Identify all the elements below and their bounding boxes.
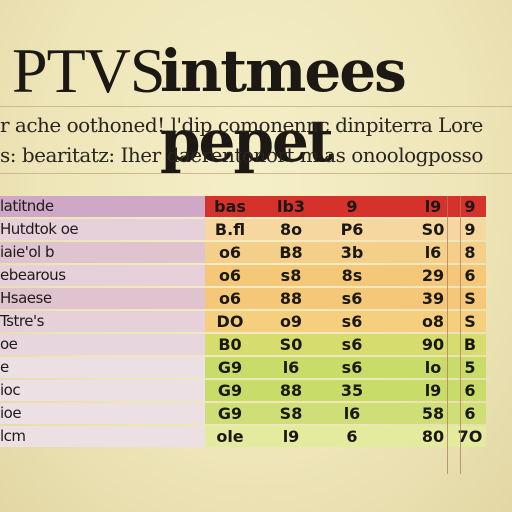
table-cell: s6 (341, 335, 363, 354)
table-cell: 58 (421, 404, 445, 423)
table-cell: S (464, 312, 476, 331)
table-cell: 8s (341, 266, 363, 285)
table-row: ioe G9 S8 l6 58 6 (0, 403, 486, 426)
table-cell: bas (214, 197, 246, 216)
row-label: Hsaese (0, 288, 205, 309)
table-header-row: latitnde bas lb3 9 l9 9 (0, 196, 486, 219)
table-row: Tstre's DO o9 s6 o8 S (0, 311, 486, 334)
table-cell: s8 (280, 266, 302, 285)
row-cells: DO o9 s6 o8 S (205, 311, 486, 332)
table-row: oe B0 S0 s6 90 B (0, 334, 486, 357)
table-cell: P6 (340, 220, 364, 239)
subtitle-line-2: s: bearitatz: Iher daerentonort m as ono… (0, 143, 483, 167)
table-cell: B.fl (214, 220, 246, 239)
table-cell: G9 (217, 404, 243, 423)
table-cell: G9 (217, 381, 243, 400)
table-cell: o9 (279, 312, 303, 331)
title-right: intmees pepet (160, 37, 407, 175)
column-divider (460, 196, 461, 474)
column-divider (447, 196, 448, 474)
table-row: lcm ole l9 6 80 7O (0, 426, 486, 449)
table-cell: 5 (464, 358, 476, 377)
table-cell: 9 (464, 220, 476, 239)
row-label: Hutdtok oe (0, 219, 205, 240)
table-cell: o6 (218, 289, 242, 308)
row-label: latitnde (0, 196, 205, 217)
table-cell: 88 (279, 289, 303, 308)
table-cell: B0 (218, 335, 242, 354)
row-cells: B0 S0 s6 90 B (205, 334, 486, 355)
table-cell: 6 (464, 266, 476, 285)
table-cell: l9 (282, 427, 300, 446)
table-row: iaie'ol b o6 B8 3b l6 8 (0, 242, 486, 265)
table-cell: G9 (217, 358, 243, 377)
table-cell: 9 (346, 197, 358, 216)
row-label: ioe (0, 403, 205, 424)
table-cell: l9 (424, 381, 442, 400)
table-cell: o8 (421, 312, 445, 331)
table-cell: 8o (279, 220, 303, 239)
row-cells: bas lb3 9 l9 9 (205, 196, 486, 217)
row-cells: G9 S8 l6 58 6 (205, 403, 486, 424)
data-table: latitnde bas lb3 9 l9 9 Hutdtok oe B.fl 8o P6 S0 9 i… (0, 196, 486, 449)
table-cell: 6 (464, 404, 476, 423)
table-row: Hutdtok oe B.fl 8o P6 S0 9 (0, 219, 486, 242)
divider-bottom (0, 173, 512, 174)
row-cells: G9 l6 s6 lo 5 (205, 357, 486, 378)
row-cells: ole l9 6 80 7O (205, 426, 486, 447)
table-cell: S (464, 289, 476, 308)
table-cell: ole (216, 427, 244, 446)
table-cell: 39 (421, 289, 445, 308)
table-cell: S0 (421, 220, 445, 239)
table-cell: 7O (457, 427, 483, 446)
title: PTVS intmees pepet (0, 35, 512, 176)
table-cell: S0 (279, 335, 303, 354)
table-cell: B8 (279, 243, 303, 262)
row-label: oe (0, 334, 205, 355)
table-row: ebearous o6 s8 8s 29 6 (0, 265, 486, 288)
row-label: lcm (0, 426, 205, 447)
row-cells: o6 88 s6 39 S (205, 288, 486, 309)
row-cells: o6 B8 3b l6 8 (205, 242, 486, 263)
table-cell: 29 (421, 266, 445, 285)
table-cell: o6 (218, 266, 242, 285)
row-label: ebearous (0, 265, 205, 286)
table-cell: l6 (424, 243, 442, 262)
table-row: e G9 l6 s6 lo 5 (0, 357, 486, 380)
table-cell: s6 (341, 358, 363, 377)
table-cell: 9 (464, 197, 476, 216)
subtitle-line-1: r ache oothoned! l'dip comonennc dinpite… (0, 113, 483, 137)
table-cell: 3b (340, 243, 364, 262)
table-cell: 6 (346, 427, 358, 446)
divider-top (0, 106, 512, 107)
table-cell: DO (216, 312, 244, 331)
table-cell: 88 (279, 381, 303, 400)
table-cell: l6 (282, 358, 300, 377)
table-cell: lo (424, 358, 442, 377)
table-cell: s6 (341, 289, 363, 308)
table-cell: 35 (340, 381, 364, 400)
table-cell: S8 (279, 404, 303, 423)
table-cell: B (463, 335, 477, 354)
row-cells: G9 88 35 l9 6 (205, 380, 486, 401)
table-cell: o6 (218, 243, 242, 262)
table-cell: 90 (421, 335, 445, 354)
row-cells: B.fl 8o P6 S0 9 (205, 219, 486, 240)
table-cell: 8 (464, 243, 476, 262)
row-label: Tstre's (0, 311, 205, 332)
title-left: PTVS (12, 35, 165, 106)
table-cell: l9 (424, 197, 442, 216)
table-row: ioc G9 88 35 l9 6 (0, 380, 486, 403)
row-label: e (0, 357, 205, 378)
row-cells: o6 s8 8s 29 6 (205, 265, 486, 286)
table-row: Hsaese o6 88 s6 39 S (0, 288, 486, 311)
row-label: iaie'ol b (0, 242, 205, 263)
table-cell: s6 (341, 312, 363, 331)
table-cell: 80 (421, 427, 445, 446)
row-label: ioc (0, 380, 205, 401)
table-cell: lb3 (276, 197, 306, 216)
table-cell: 6 (464, 381, 476, 400)
table-cell: l6 (343, 404, 361, 423)
